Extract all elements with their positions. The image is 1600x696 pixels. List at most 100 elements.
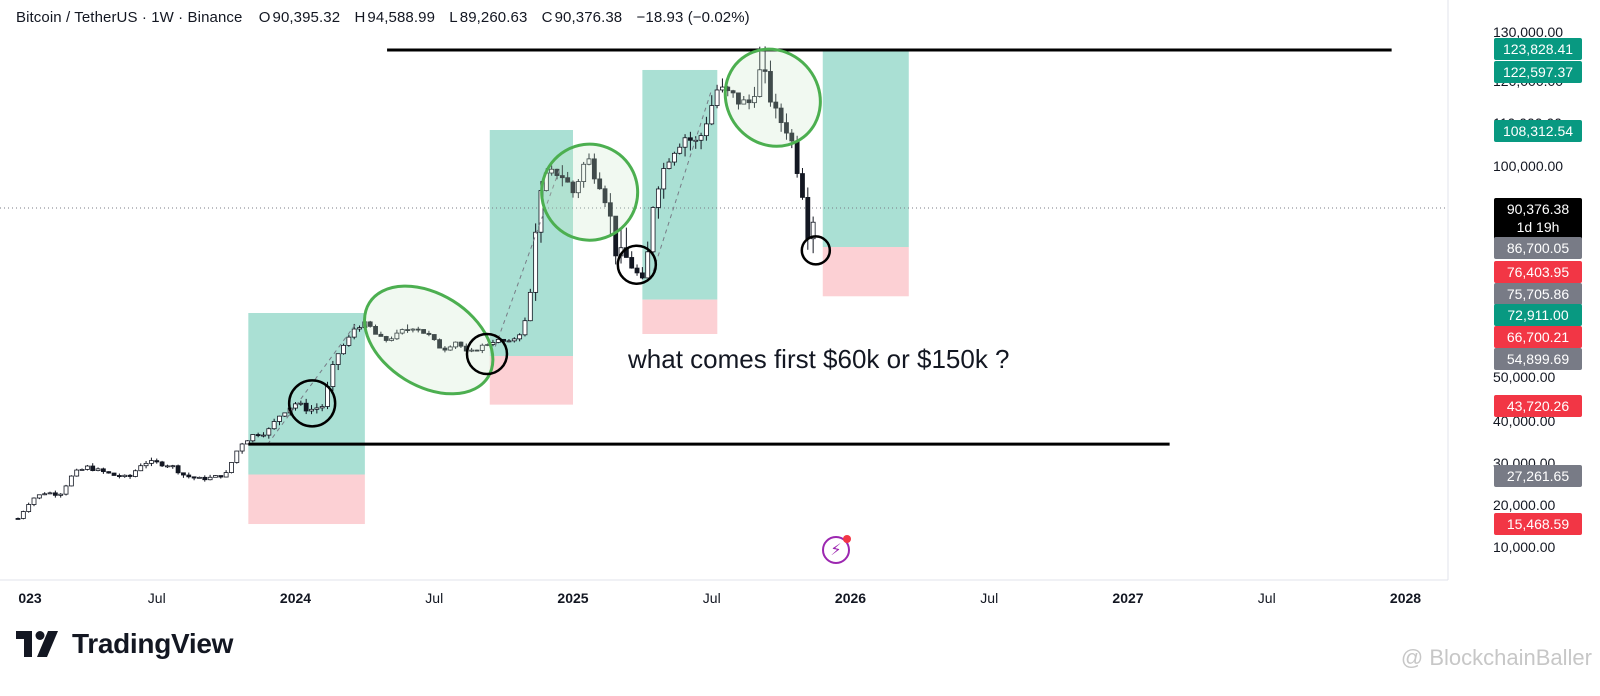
consolidation-ellipse-0 [363, 284, 495, 396]
candle-body [90, 465, 96, 471]
candle-body [575, 181, 581, 194]
candle-body [607, 202, 613, 217]
candle-body [778, 107, 784, 124]
candle-body [373, 326, 378, 335]
candle-body [293, 403, 298, 409]
tradingview-logo: TradingView [16, 628, 233, 660]
time-tick: 2026 [834, 590, 867, 606]
price-tick: 130,000.00 [1493, 24, 1564, 40]
candle-body [746, 99, 752, 104]
candle-body [768, 71, 773, 103]
candle-body [479, 344, 485, 351]
candle-body [810, 221, 816, 240]
trend-dashed-line [267, 322, 357, 445]
candle-body [165, 465, 170, 468]
price-tick: 40,000.00 [1493, 413, 1556, 429]
candle-body [410, 328, 416, 331]
time-tick: 2028 [1389, 590, 1422, 606]
candle-body [303, 402, 309, 412]
current-price-value: 90,376.38 [1506, 201, 1570, 217]
candle-body [655, 188, 661, 208]
close-label: C [541, 9, 553, 26]
candle-body [346, 336, 352, 346]
candle-body [645, 251, 651, 279]
candle-body [431, 334, 437, 341]
bolt-icon[interactable]: ⚡ [822, 535, 851, 564]
time-tick: 2025 [557, 590, 589, 606]
time-tick: Jul [1257, 590, 1276, 606]
candle-body [805, 197, 811, 240]
candle-body [789, 132, 795, 142]
candle-body [154, 460, 160, 463]
candle-body [84, 465, 90, 470]
low-label: L [449, 9, 458, 26]
candle-body [752, 96, 757, 104]
candle-body [367, 321, 373, 327]
price-label: 66,700.21 [1494, 326, 1582, 348]
candle-body [698, 135, 704, 141]
candle-body [458, 341, 464, 347]
candle-body [394, 332, 400, 340]
time-tick: Jul [425, 590, 444, 606]
candle-body [565, 177, 571, 183]
candle-body [570, 181, 576, 194]
candle-body [613, 215, 619, 257]
candle-body [549, 168, 555, 174]
price-label: 43,720.26 [1494, 395, 1582, 417]
price-label: 108,312.54 [1494, 120, 1582, 142]
candle-body [442, 347, 448, 351]
candle-body [405, 329, 410, 331]
candle-body [522, 320, 528, 336]
time-tick: 023 [18, 590, 42, 606]
candle-body [191, 476, 197, 479]
candle-body [271, 421, 277, 430]
candle-body [378, 333, 384, 337]
price-tick: 10,000.00 [1493, 539, 1556, 555]
candle-body [122, 474, 128, 477]
candle-body [453, 341, 458, 348]
price-tick: 50,000.00 [1493, 369, 1556, 385]
candle-body [634, 267, 640, 274]
bar-countdown: 1d 19h [1516, 219, 1560, 235]
candle-body [266, 428, 272, 436]
candle-body [207, 476, 213, 481]
candle-body [666, 161, 672, 169]
loss-zone-1 [489, 356, 573, 405]
candle-body [389, 338, 394, 341]
candle-body [111, 472, 117, 476]
candle-body [426, 332, 432, 335]
loss-zone-2 [642, 299, 718, 334]
candle-body [533, 231, 539, 293]
candle-body [559, 175, 565, 179]
candle-body [298, 402, 304, 405]
candle-body [762, 69, 768, 72]
candle-body [741, 99, 747, 105]
candle-body [511, 338, 517, 342]
loss-zone-3 [822, 246, 909, 297]
price-label: 72,911.00 [1494, 304, 1582, 326]
candle-body [63, 485, 69, 495]
price-label: 123,828.41 [1494, 38, 1582, 60]
candle-body [800, 173, 805, 198]
candle-body [730, 90, 736, 94]
notification-dot [843, 535, 851, 543]
consolidation-ellipse-2 [723, 47, 822, 148]
candle-body [677, 146, 683, 154]
open-value: 90,395.32 [272, 9, 341, 26]
change-value: −18.93 (−0.02%) [636, 9, 750, 26]
candle-body [495, 338, 501, 343]
tradingview-logo-text: TradingView [72, 628, 234, 659]
symbol-legend: Bitcoin / TetherUS · 1W · Binance O 90,39… [16, 9, 752, 26]
high-label: H [354, 9, 366, 26]
price-label: 15,468.59 [1494, 513, 1582, 535]
candle-body [474, 349, 480, 352]
candle-body [357, 327, 362, 330]
breakout-circle-2 [616, 244, 658, 285]
candle-body [554, 168, 560, 176]
candle-body [186, 474, 192, 478]
candle-body [757, 69, 763, 97]
breakout-circle-3 [800, 235, 832, 266]
time-tick: 2027 [1112, 590, 1144, 606]
open-label: O [258, 9, 271, 26]
